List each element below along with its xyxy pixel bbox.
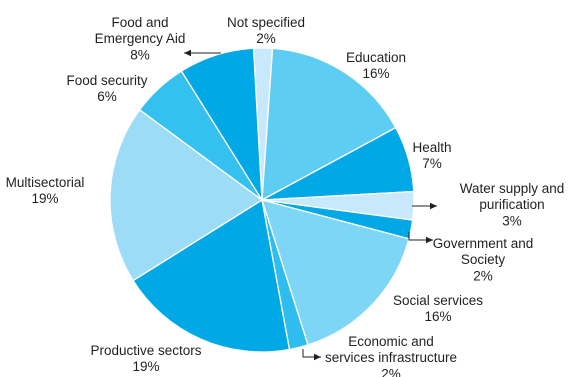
pie-slices	[109, 47, 415, 353]
label-water-supply-and-purification: Water supply and purification 3%	[460, 181, 565, 228]
label-food-and-emergency-aid: Food and Emergency Aid 8%	[95, 15, 186, 62]
leader-economic-infrastructure	[302, 349, 321, 361]
label-health: Health 7%	[412, 140, 451, 171]
label-line: Food and	[111, 15, 168, 30]
slice-social-services	[261, 199, 410, 346]
label-line: Government and	[433, 236, 534, 251]
leader-government-and-society	[408, 232, 433, 244]
label-line: Productive sectors	[90, 343, 201, 358]
label-line: 16%	[424, 309, 451, 324]
label-line: 8%	[130, 47, 150, 62]
label-line: Food security	[66, 73, 147, 88]
label-not-specified: Not specified 2%	[227, 15, 305, 46]
label-line: 7%	[422, 156, 442, 171]
label-line: Emergency Aid	[95, 31, 186, 46]
label-line: Economic and	[348, 334, 434, 349]
label-line: Not specified	[227, 15, 305, 30]
slice-education	[261, 47, 397, 202]
label-multisectorial: Multisectorial 19%	[6, 175, 85, 206]
label-economic-and-services-infrastructure: Economic and services infrastructure 2%	[325, 334, 457, 377]
label-line: purification	[479, 197, 544, 212]
label-education: Education 16%	[346, 50, 406, 81]
slice-multisectorial	[109, 108, 264, 282]
label-line: 2%	[256, 31, 276, 46]
label-line: services infrastructure	[325, 350, 457, 365]
label-line: 3%	[502, 213, 522, 228]
label-line: Education	[346, 50, 406, 65]
label-government-and-society: Government and Society 2%	[433, 236, 534, 283]
label-line: 19%	[31, 191, 58, 206]
slice-labels: Not specified 2%Education 16%Health 7%Water…	[6, 15, 565, 377]
leader-lines	[184, 49, 437, 361]
label-food-security: Food security 6%	[66, 73, 147, 104]
label-line: 16%	[362, 66, 389, 81]
label-social-services: Social services 16%	[393, 293, 483, 324]
slice-productive-sectors	[132, 198, 291, 353]
slice-food-and-emergency-aid	[180, 47, 263, 201]
label-line: 2%	[473, 268, 493, 283]
label-line: Health	[412, 140, 451, 155]
label-productive-sectors: Productive sectors 19%	[90, 343, 201, 374]
label-line: Multisectorial	[6, 175, 85, 190]
label-line: 19%	[132, 359, 159, 374]
label-line: 6%	[97, 89, 117, 104]
label-line: 2%	[381, 366, 401, 377]
label-line: Water supply and	[460, 181, 565, 196]
label-line: Society	[461, 252, 506, 267]
label-line: Social services	[393, 293, 483, 308]
